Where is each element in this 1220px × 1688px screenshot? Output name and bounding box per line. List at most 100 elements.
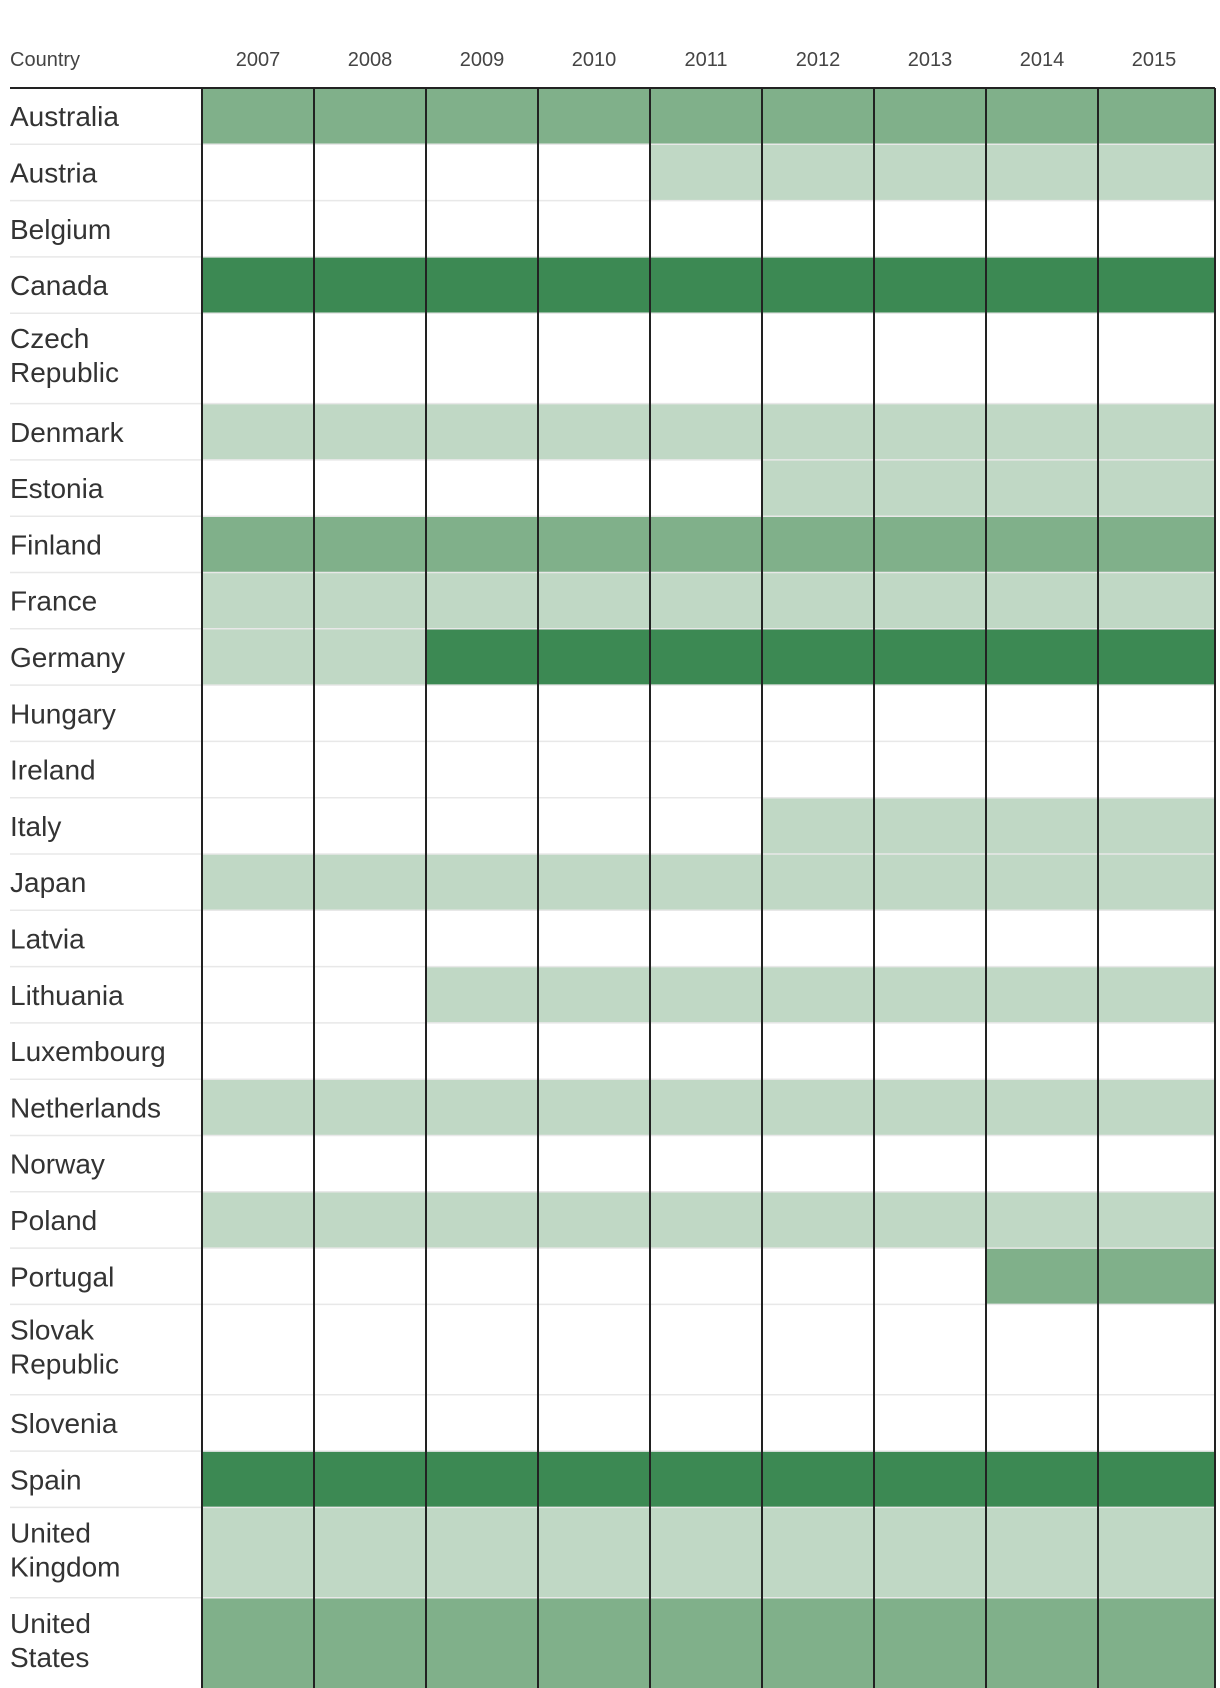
cell-netherlands-2012 xyxy=(762,1079,874,1136)
cell-latvia-2008 xyxy=(314,910,426,967)
cell-czech-republic-2009 xyxy=(426,313,538,404)
cell-portugal-2014 xyxy=(986,1248,1098,1305)
cell-estonia-2015 xyxy=(1098,459,1215,517)
cell-norway-2014 xyxy=(986,1135,1098,1192)
cell-belgium-2009 xyxy=(426,200,538,257)
cell-luxembourg-2007 xyxy=(202,1022,314,1080)
cell-lithuania-2013 xyxy=(874,966,986,1023)
cell-united-kingdom-2015 xyxy=(1098,1507,1215,1598)
cell-australia-2014 xyxy=(986,88,1098,145)
cell-poland-2011 xyxy=(650,1191,762,1249)
cell-slovak-republic-2010 xyxy=(538,1304,650,1395)
cell-lithuania-2009 xyxy=(426,966,538,1023)
cell-france-2011 xyxy=(650,572,762,629)
cell-australia-2012 xyxy=(762,88,874,145)
cell-japan-2014 xyxy=(986,854,1098,911)
cell-ireland-2010 xyxy=(538,741,650,798)
cell-japan-2015 xyxy=(1098,854,1215,911)
cell-norway-2013 xyxy=(874,1135,986,1192)
cell-united-states-2007 xyxy=(202,1597,314,1688)
cell-united-kingdom-2007 xyxy=(202,1507,314,1598)
cell-portugal-2008 xyxy=(314,1248,426,1305)
country-label-japan: Japan xyxy=(10,867,86,898)
cell-slovak-republic-2011 xyxy=(650,1304,762,1395)
cell-japan-2011 xyxy=(650,854,762,911)
country-label-portugal: Portugal xyxy=(10,1261,114,1292)
cell-luxembourg-2010 xyxy=(538,1022,650,1080)
cell-france-2007 xyxy=(202,572,314,629)
cell-united-kingdom-2014 xyxy=(986,1507,1098,1598)
cell-hungary-2015 xyxy=(1098,685,1215,742)
country-label-germany: Germany xyxy=(10,642,125,673)
cell-finland-2007 xyxy=(202,516,314,573)
cell-poland-2007 xyxy=(202,1191,314,1249)
year-header-2010: 2010 xyxy=(572,49,617,71)
cell-latvia-2015 xyxy=(1098,910,1215,967)
country-label-united-kingdom: United Kingdom xyxy=(10,1517,121,1582)
cell-poland-2009 xyxy=(426,1191,538,1249)
cell-finland-2008 xyxy=(314,516,426,573)
year-header-2009: 2009 xyxy=(460,49,505,71)
cell-italy-2011 xyxy=(650,797,762,854)
year-headers: 2007 2008 2009 2010 2011 2012 2013 2014 2015 xyxy=(236,49,1177,71)
cell-austria-2014 xyxy=(986,144,1098,201)
cell-united-states-2015 xyxy=(1098,1597,1215,1688)
cell-germany-2014 xyxy=(986,628,1098,686)
cell-denmark-2009 xyxy=(426,403,538,460)
cell-latvia-2007 xyxy=(202,910,314,967)
cell-slovenia-2009 xyxy=(426,1394,538,1452)
cell-ireland-2012 xyxy=(762,741,874,798)
country-label-latvia: Latvia xyxy=(10,923,85,954)
cell-lithuania-2012 xyxy=(762,966,874,1023)
cell-austria-2011 xyxy=(650,144,762,201)
cell-luxembourg-2012 xyxy=(762,1022,874,1080)
cell-portugal-2007 xyxy=(202,1248,314,1305)
cell-spain-2010 xyxy=(538,1451,650,1508)
cell-portugal-2015 xyxy=(1098,1248,1215,1305)
year-header-2013: 2013 xyxy=(908,49,953,71)
cell-norway-2011 xyxy=(650,1135,762,1192)
cell-australia-2009 xyxy=(426,88,538,145)
cell-poland-2014 xyxy=(986,1191,1098,1249)
cell-france-2014 xyxy=(986,572,1098,629)
cell-finland-2012 xyxy=(762,516,874,573)
cell-united-kingdom-2012 xyxy=(762,1507,874,1598)
country-label-luxembourg: Luxembourg xyxy=(10,1036,166,1067)
cell-slovak-republic-2013 xyxy=(874,1304,986,1395)
cell-austria-2015 xyxy=(1098,144,1215,201)
cell-france-2015 xyxy=(1098,572,1215,629)
cell-italy-2008 xyxy=(314,797,426,854)
cell-slovenia-2008 xyxy=(314,1394,426,1452)
cell-japan-2013 xyxy=(874,854,986,911)
cell-finland-2014 xyxy=(986,516,1098,573)
year-header-2015: 2015 xyxy=(1132,49,1177,71)
country-label-estonia: Estonia xyxy=(10,473,104,504)
cell-spain-2014 xyxy=(986,1451,1098,1508)
cell-denmark-2015 xyxy=(1098,403,1215,460)
cell-czech-republic-2010 xyxy=(538,313,650,404)
cell-canada-2007 xyxy=(202,256,314,314)
cell-united-kingdom-2010 xyxy=(538,1507,650,1598)
cell-ireland-2009 xyxy=(426,741,538,798)
cell-germany-2009 xyxy=(426,628,538,686)
cell-czech-republic-2007 xyxy=(202,313,314,404)
cell-denmark-2007 xyxy=(202,403,314,460)
cell-ireland-2014 xyxy=(986,741,1098,798)
cell-united-states-2014 xyxy=(986,1597,1098,1688)
cell-united-states-2010 xyxy=(538,1597,650,1688)
country-label-poland: Poland xyxy=(10,1205,97,1236)
cell-united-states-2009 xyxy=(426,1597,538,1688)
year-header-2011: 2011 xyxy=(684,49,727,71)
cell-estonia-2012 xyxy=(762,459,874,517)
cell-italy-2007 xyxy=(202,797,314,854)
cell-czech-republic-2008 xyxy=(314,313,426,404)
cell-belgium-2007 xyxy=(202,200,314,257)
cell-hungary-2009 xyxy=(426,685,538,742)
cell-estonia-2008 xyxy=(314,459,426,517)
country-label-denmark: Denmark xyxy=(10,417,125,448)
country-label-austria: Austria xyxy=(10,157,98,188)
cell-estonia-2007 xyxy=(202,459,314,517)
cell-estonia-2013 xyxy=(874,459,986,517)
year-header-2008: 2008 xyxy=(348,49,393,71)
